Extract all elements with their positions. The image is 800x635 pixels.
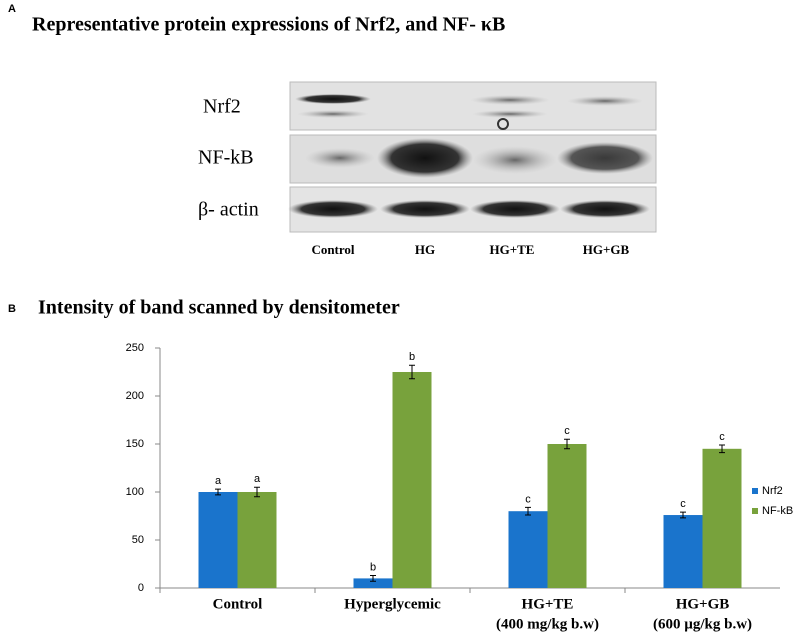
y-tick-label: 0 <box>138 582 144 594</box>
bar <box>353 578 393 588</box>
legend-label: Nrf2 <box>762 485 783 497</box>
bar <box>663 515 703 588</box>
legend-swatch <box>752 508 758 514</box>
blot-row-label: β- actin <box>198 199 259 221</box>
legend-swatch <box>752 488 758 494</box>
panel-label: A <box>8 3 16 15</box>
legend-label: NF-kB <box>762 505 793 517</box>
x-tick-label: Hyperglycemic <box>344 596 441 612</box>
significance-letter: c <box>719 431 725 443</box>
bar <box>508 511 548 588</box>
bar <box>392 372 432 588</box>
x-tick-label: Control <box>213 596 263 612</box>
lane-label: HG <box>415 242 435 257</box>
x-tick-label: HG+GB <box>676 596 730 612</box>
error-bar <box>525 506 531 516</box>
significance-letter: c <box>680 498 686 510</box>
bar <box>547 444 587 588</box>
y-tick-label: 250 <box>126 342 144 354</box>
y-tick-label: 150 <box>126 438 144 450</box>
x-tick-label: HG+TE <box>522 596 574 612</box>
y-tick-label: 50 <box>132 534 144 546</box>
error-bar <box>254 486 260 498</box>
significance-letter: c <box>564 425 570 437</box>
y-tick-label: 100 <box>126 486 144 498</box>
panel-title: Representative protein expressions of Nr… <box>32 14 505 36</box>
blot-row-label: NF-kB <box>198 147 254 169</box>
significance-letter: a <box>215 475 222 487</box>
blot-row-label: Nrf2 <box>203 96 241 118</box>
blot <box>288 81 657 233</box>
error-bar <box>719 444 725 454</box>
significance-letter: c <box>525 493 531 505</box>
chart-title: Intensity of band scanned by densitomete… <box>38 297 400 319</box>
significance-letter: a <box>254 473 261 485</box>
bar <box>198 492 238 588</box>
significance-letter: b <box>370 561 376 573</box>
error-bar <box>409 364 415 380</box>
error-bar <box>215 488 221 496</box>
bar <box>702 448 742 588</box>
bar <box>237 492 277 588</box>
error-bar <box>370 575 376 582</box>
x-tick-note: (600 µg/kg b.w) <box>653 616 752 632</box>
lane-label: HG+GB <box>583 242 630 257</box>
x-tick-note: (400 mg/kg b.w) <box>496 616 599 632</box>
lane-label: HG+TE <box>490 242 535 257</box>
significance-letter: b <box>409 351 415 363</box>
error-bar <box>564 438 570 450</box>
y-tick-label: 200 <box>126 390 144 402</box>
panel-label: B <box>8 303 16 315</box>
error-bar <box>680 511 686 519</box>
lane-label: Control <box>311 242 354 257</box>
